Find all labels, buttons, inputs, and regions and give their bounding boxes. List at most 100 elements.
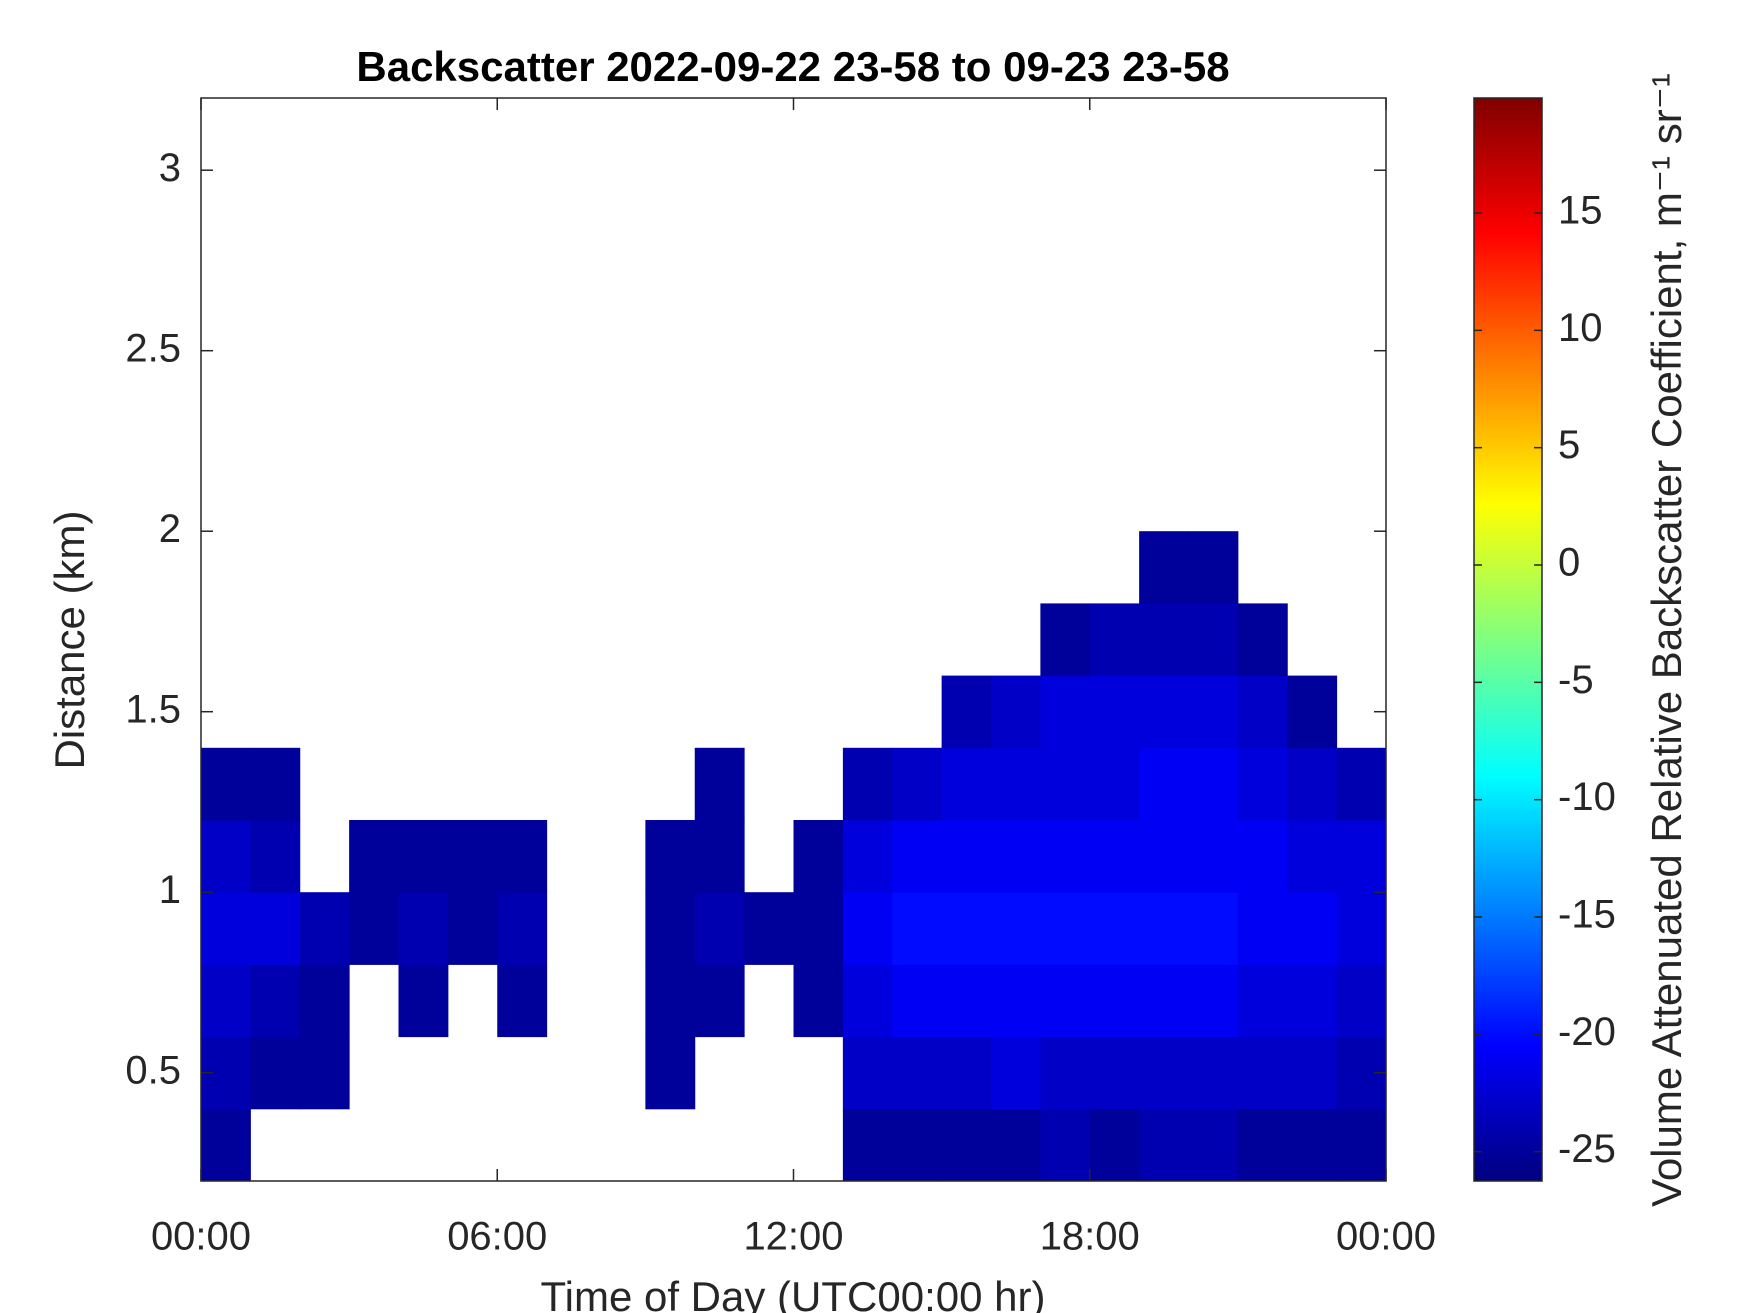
heatmap-cell (1237, 964, 1288, 1038)
heatmap-cell (1139, 964, 1189, 1038)
heatmap-cell (1040, 1108, 1091, 1182)
heatmap-cell (1336, 892, 1387, 965)
x-tick-label: 00:00 (1336, 1215, 1436, 1259)
y-tick-label: 1.5 (125, 687, 181, 731)
chart-title: Backscatter 2022-09-22 23-58 to 09-23 23… (356, 43, 1229, 90)
heatmap-cell (1237, 747, 1288, 821)
heatmap-cell (1287, 1036, 1338, 1110)
heatmap-cell (299, 1036, 350, 1110)
heatmap-cell (645, 820, 696, 893)
heatmap-cell (892, 1036, 943, 1110)
x-tick-label: 06:00 (447, 1215, 547, 1259)
heatmap-cell (1237, 1108, 1288, 1182)
heatmap-cell (497, 820, 548, 893)
heatmap-cell (1139, 1108, 1189, 1182)
heatmap-cell (941, 964, 992, 1038)
heatmap-cell (1089, 964, 1140, 1038)
heatmap-cell (941, 892, 992, 965)
heatmap-cell (1089, 892, 1140, 965)
heatmap-cell (645, 964, 696, 1038)
heatmap-cell (1040, 820, 1091, 893)
heatmap-cell (1089, 675, 1140, 749)
y-tick-label: 2 (159, 507, 181, 551)
heatmap-cell (1237, 603, 1288, 677)
heatmap-cell (941, 1036, 992, 1110)
heatmap-cell (250, 1036, 301, 1110)
heatmap-cell (842, 1036, 893, 1110)
y-tick-label: 0.5 (125, 1048, 181, 1092)
heatmap-cell (447, 892, 498, 965)
heatmap-cell (645, 892, 696, 965)
heatmap-cell (1139, 747, 1189, 821)
heatmap-cell (1336, 964, 1387, 1038)
colorbar-tick-label: 15 (1558, 189, 1603, 233)
heatmap-cell (1040, 675, 1091, 749)
heatmap-cell (497, 892, 548, 965)
heatmap-cell (201, 964, 251, 1038)
heatmap-cell (842, 820, 893, 893)
heatmap-cell (447, 820, 498, 893)
heatmap-cell (1040, 964, 1091, 1038)
heatmap-cell (1287, 1108, 1338, 1182)
heatmap-cell (892, 892, 943, 965)
heatmap-cell (201, 1108, 251, 1182)
heatmap-cell (349, 820, 399, 893)
x-axis-label: Time of Day (UTC00:00 hr) (541, 1273, 1046, 1313)
heatmap-cell (1237, 820, 1288, 893)
heatmap-cell (991, 820, 1041, 893)
colorbar-label: Volume Attenuated Relative Backscatter C… (1643, 73, 1690, 1207)
heatmap-cell (1139, 675, 1189, 749)
colorbar (1473, 97, 1543, 1182)
heatmap-cell (1139, 603, 1189, 677)
x-tick-label: 00:00 (151, 1215, 251, 1259)
heatmap-cell (1287, 964, 1338, 1038)
heatmap-cell (991, 964, 1041, 1038)
heatmap-cell (892, 1108, 943, 1182)
heatmap-cell (694, 892, 745, 965)
heatmap-cell (1237, 1036, 1288, 1110)
colorbar-tick-label: 10 (1558, 306, 1603, 350)
heatmap-cell (694, 747, 745, 821)
x-tick-label: 12:00 (743, 1215, 843, 1259)
heatmap-cell (1040, 1036, 1091, 1110)
heatmap-cell (1188, 820, 1239, 893)
heatmap-cell (694, 964, 745, 1038)
heatmap-cell (694, 820, 745, 893)
heatmap-cell (299, 892, 350, 965)
heatmap-cell (991, 1036, 1041, 1110)
heatmap-cell (1287, 892, 1338, 965)
heatmap-cell (201, 820, 251, 893)
heatmap-cell (793, 964, 844, 1038)
heatmap-cell (1237, 892, 1288, 965)
heatmap-cell (1188, 675, 1239, 749)
heatmap-cell (1040, 892, 1091, 965)
heatmap-cell (250, 964, 301, 1038)
heatmap-cell (991, 892, 1041, 965)
heatmap-cell (842, 964, 893, 1038)
heatmap-cell (1139, 892, 1189, 965)
heatmap-cell (892, 964, 943, 1038)
heatmap-cell (1089, 603, 1140, 677)
heatmap-cell (1336, 1108, 1387, 1182)
colorbar-tick-label: -15 (1558, 893, 1616, 937)
heatmap-cell (941, 820, 992, 893)
heatmap-cell (1188, 531, 1239, 604)
heatmap-cell (793, 820, 844, 893)
heatmap-cell (1287, 820, 1338, 893)
heatmap-cell (201, 747, 251, 821)
heatmap-cell (842, 1108, 893, 1182)
heatmap-cell (1040, 603, 1091, 677)
heatmap-cell (744, 892, 794, 965)
x-tick-label: 18:00 (1040, 1215, 1140, 1259)
y-tick-label: 3 (159, 146, 181, 190)
heatmap-cell (941, 1108, 992, 1182)
colorbar-tick-label: -20 (1558, 1010, 1616, 1054)
heatmap-cell (1188, 747, 1239, 821)
colorbar-tick-label: -25 (1558, 1127, 1616, 1171)
heatmap-cell (991, 747, 1041, 821)
heatmap-cell (991, 675, 1041, 749)
heatmap-cell (1188, 892, 1239, 965)
heatmap-cell (398, 892, 449, 965)
